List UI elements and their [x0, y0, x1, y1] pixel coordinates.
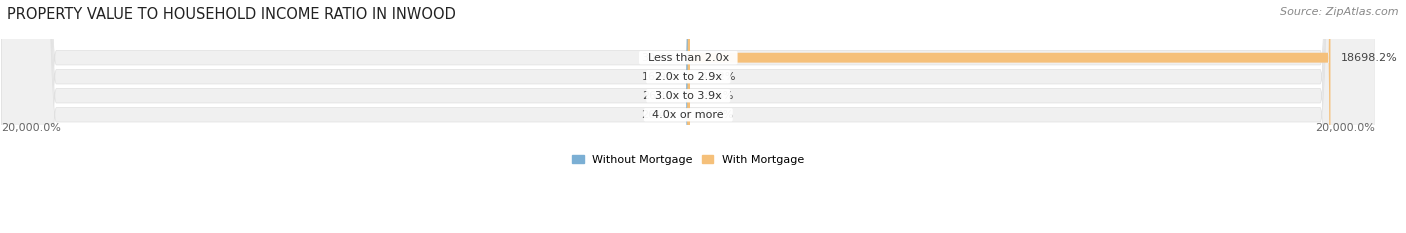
- FancyBboxPatch shape: [686, 0, 690, 233]
- Text: 43.2%: 43.2%: [700, 72, 735, 82]
- FancyBboxPatch shape: [686, 0, 690, 233]
- Text: 26.1%: 26.1%: [641, 91, 678, 101]
- FancyBboxPatch shape: [686, 0, 689, 233]
- Legend: Without Mortgage, With Mortgage: Without Mortgage, With Mortgage: [572, 154, 804, 165]
- FancyBboxPatch shape: [686, 0, 689, 233]
- Text: 18698.2%: 18698.2%: [1341, 53, 1398, 63]
- Text: 26.4%: 26.4%: [641, 110, 678, 120]
- Text: Less than 2.0x: Less than 2.0x: [641, 53, 735, 63]
- FancyBboxPatch shape: [1, 0, 1375, 233]
- Text: 20,000.0%: 20,000.0%: [1315, 123, 1375, 133]
- FancyBboxPatch shape: [1, 0, 1375, 233]
- FancyBboxPatch shape: [1, 0, 1375, 233]
- Text: 16.7%: 16.7%: [699, 110, 734, 120]
- FancyBboxPatch shape: [1, 0, 1375, 233]
- Text: Source: ZipAtlas.com: Source: ZipAtlas.com: [1281, 7, 1399, 17]
- Text: 16.9%: 16.9%: [643, 72, 678, 82]
- Text: 4.0x or more: 4.0x or more: [645, 110, 731, 120]
- Text: 2.0x to 2.9x: 2.0x to 2.9x: [648, 72, 728, 82]
- Text: 19.6%: 19.6%: [699, 91, 734, 101]
- FancyBboxPatch shape: [686, 0, 689, 233]
- Text: PROPERTY VALUE TO HOUSEHOLD INCOME RATIO IN INWOOD: PROPERTY VALUE TO HOUSEHOLD INCOME RATIO…: [7, 7, 456, 22]
- FancyBboxPatch shape: [688, 0, 690, 233]
- Text: 30.6%: 30.6%: [641, 53, 676, 63]
- Text: 3.0x to 3.9x: 3.0x to 3.9x: [648, 91, 728, 101]
- FancyBboxPatch shape: [688, 0, 690, 233]
- Text: 20,000.0%: 20,000.0%: [1, 123, 62, 133]
- FancyBboxPatch shape: [689, 0, 1330, 233]
